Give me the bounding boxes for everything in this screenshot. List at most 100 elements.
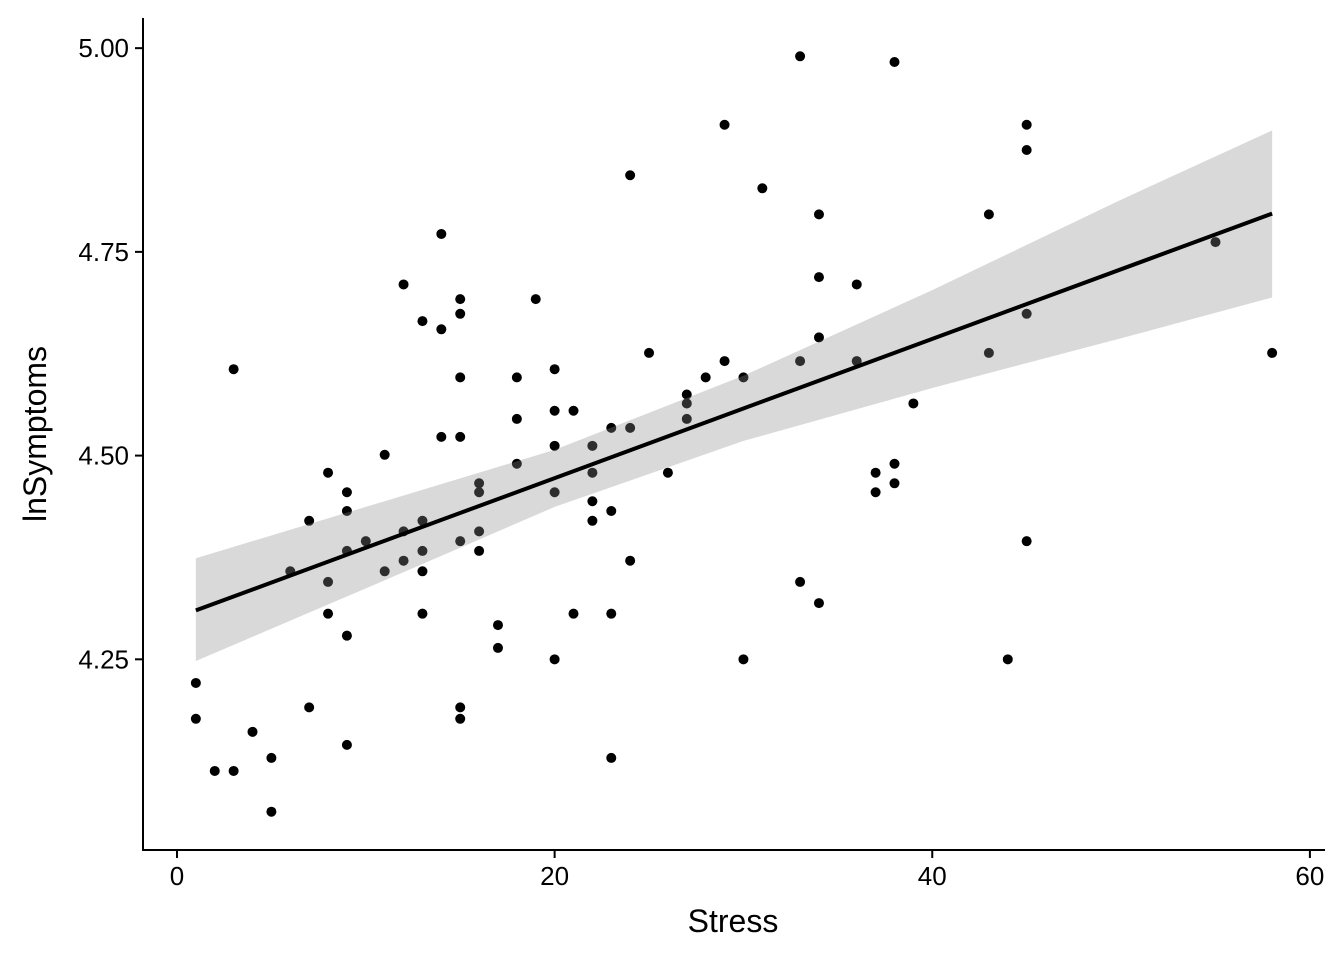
- data-point: [455, 308, 466, 319]
- data-point: [813, 272, 824, 283]
- x-tick-label: 20: [540, 861, 569, 891]
- data-point: [549, 405, 560, 416]
- data-point: [247, 726, 258, 737]
- data-point: [813, 209, 824, 220]
- data-point: [1021, 536, 1032, 547]
- data-point: [625, 170, 636, 181]
- data-point: [474, 478, 485, 489]
- data-point: [436, 324, 447, 335]
- data-point: [455, 536, 466, 547]
- data-point: [190, 677, 201, 688]
- data-point: [568, 405, 579, 416]
- data-point: [511, 413, 522, 424]
- data-point: [625, 422, 636, 433]
- data-point: [436, 431, 447, 442]
- y-axis-label: lnSymptoms: [17, 346, 53, 522]
- data-point: [474, 545, 485, 556]
- confidence-band-overlay: [195, 130, 1273, 661]
- data-point: [323, 576, 334, 587]
- data-point: [511, 372, 522, 383]
- data-point: [209, 765, 220, 776]
- data-point: [606, 608, 617, 619]
- data-point: [795, 576, 806, 587]
- confidence-band-layer: [195, 130, 1273, 661]
- data-point: [266, 752, 277, 763]
- data-point: [681, 398, 692, 409]
- data-point: [851, 279, 862, 290]
- data-point: [549, 654, 560, 665]
- data-point: [719, 356, 730, 367]
- data-point: [379, 566, 390, 577]
- y-tick-label: 4.50: [78, 441, 129, 471]
- data-point: [1021, 119, 1032, 130]
- data-point: [983, 347, 994, 358]
- data-point: [323, 467, 334, 478]
- data-point: [417, 515, 428, 526]
- data-point: [436, 228, 447, 239]
- confidence-band: [195, 130, 1273, 661]
- data-point: [738, 372, 749, 383]
- data-point: [870, 487, 881, 498]
- data-point: [266, 806, 277, 817]
- y-tick-label: 4.75: [78, 237, 129, 267]
- data-point: [190, 713, 201, 724]
- data-point: [398, 555, 409, 566]
- x-axis-label: Stress: [688, 903, 779, 939]
- data-point: [587, 496, 598, 507]
- data-point: [587, 467, 598, 478]
- data-point: [719, 119, 730, 130]
- data-point: [795, 356, 806, 367]
- y-ticks: 4.25 4.50 4.75 5.00: [78, 33, 143, 674]
- data-point: [455, 713, 466, 724]
- data-point: [644, 347, 655, 358]
- data-point: [455, 294, 466, 305]
- points-layer: [190, 51, 1278, 817]
- data-point: [492, 620, 503, 631]
- y-tick-label: 5.00: [78, 33, 129, 63]
- data-point: [795, 51, 806, 62]
- data-point: [228, 765, 239, 776]
- data-point: [662, 467, 673, 478]
- data-point: [700, 372, 711, 383]
- data-point: [341, 506, 352, 517]
- data-point: [568, 608, 579, 619]
- data-point: [757, 183, 768, 194]
- data-point: [304, 515, 315, 526]
- data-point: [1210, 237, 1221, 248]
- data-point: [417, 545, 428, 556]
- data-point: [549, 487, 560, 498]
- data-point: [530, 294, 541, 305]
- data-point: [341, 487, 352, 498]
- data-point: [908, 398, 919, 409]
- data-point: [1002, 654, 1013, 665]
- data-point: [341, 739, 352, 750]
- x-tick-label: 40: [918, 861, 947, 891]
- data-point: [983, 209, 994, 220]
- data-point: [492, 642, 503, 653]
- data-point: [304, 702, 315, 713]
- data-point: [587, 440, 598, 451]
- data-point: [681, 413, 692, 424]
- data-point: [323, 608, 334, 619]
- data-point: [360, 536, 371, 547]
- data-point: [1021, 145, 1032, 156]
- data-point: [813, 598, 824, 609]
- data-point: [870, 467, 881, 478]
- data-point: [341, 630, 352, 641]
- data-point: [379, 449, 390, 460]
- data-point: [813, 332, 824, 343]
- y-tick-label: 4.25: [78, 644, 129, 674]
- x-tick-label: 60: [1295, 861, 1324, 891]
- data-point: [228, 364, 239, 375]
- data-point: [1267, 347, 1278, 358]
- data-point: [417, 608, 428, 619]
- data-point: [455, 431, 466, 442]
- data-point: [549, 364, 560, 375]
- data-point: [738, 654, 749, 665]
- data-point: [889, 458, 900, 469]
- data-point: [606, 752, 617, 763]
- x-tick-label: 0: [170, 861, 184, 891]
- data-point: [417, 316, 428, 327]
- data-point: [455, 372, 466, 383]
